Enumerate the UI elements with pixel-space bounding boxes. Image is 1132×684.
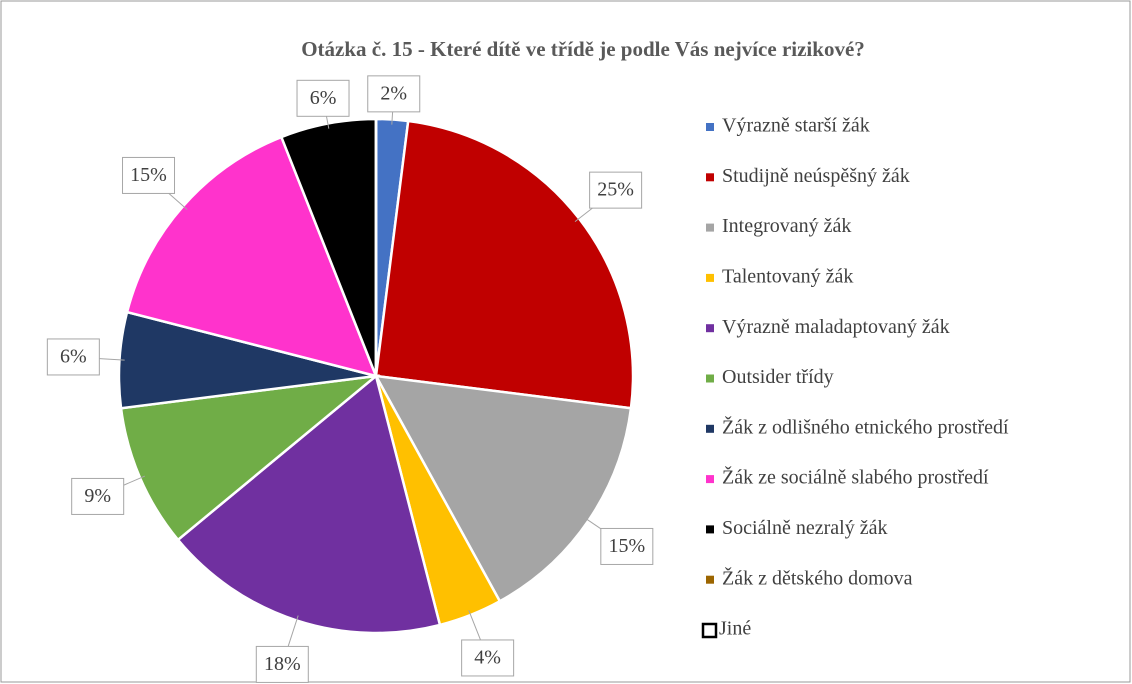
data-label: 6%: [60, 346, 87, 368]
data-label-box: [122, 156, 176, 194]
data-label: 4%: [474, 647, 501, 669]
data-label: 15%: [130, 164, 167, 186]
legend-marker: [706, 525, 714, 534]
legend-marker: [706, 374, 714, 383]
data-label: 15%: [608, 535, 645, 557]
data-label-box: [600, 527, 654, 565]
legend-label: Studijně neúspěšný žák: [722, 165, 910, 187]
legend-marker: [706, 575, 714, 584]
data-label: 25%: [597, 179, 634, 201]
legend-label: Outsider třídy: [722, 366, 834, 388]
legend-marker: [706, 223, 714, 232]
legend-label: Sociálně nezralý žák: [722, 517, 887, 539]
legend-marker: [706, 123, 714, 131]
legend-label: Žák ze sociálně slabého prostředí: [722, 466, 989, 489]
chart-title: Otázka č. 15 - Které dítě ve třídě je po…: [301, 37, 865, 61]
legend-label: Výrazně starší žák: [722, 115, 870, 137]
leader-line: [287, 615, 299, 648]
data-label-box: [589, 171, 643, 209]
legend-marker: [701, 622, 718, 639]
data-label: 6%: [310, 87, 337, 109]
legend-label: Integrovaný žák: [722, 215, 851, 237]
legend-label: Žák z dětského domova: [722, 566, 913, 589]
data-label-box: [296, 79, 350, 117]
data-label: 2%: [380, 82, 407, 104]
legend-marker: [706, 424, 714, 433]
legend-label: Jiné: [719, 618, 751, 640]
legend-label: Žák z odlišného etnického prostředí: [722, 415, 1009, 438]
data-label-box: [255, 645, 309, 683]
data-label-box: [461, 639, 515, 677]
data-label-box: [46, 338, 100, 376]
data-label: 18%: [264, 653, 301, 675]
legend-marker: [706, 273, 714, 282]
data-label-box: [71, 477, 125, 515]
data-label: 9%: [84, 485, 111, 507]
data-label-box: [367, 75, 421, 113]
leader-line: [325, 115, 330, 129]
leader-line: [468, 609, 482, 642]
legend-marker: [706, 324, 714, 333]
legend-marker: [706, 475, 714, 484]
legend-marker: [706, 173, 714, 182]
leader-line: [391, 111, 394, 125]
legend-label: Výrazně maladaptovaný žák: [722, 316, 950, 338]
legend-label: Talentovaný žák: [722, 265, 853, 287]
